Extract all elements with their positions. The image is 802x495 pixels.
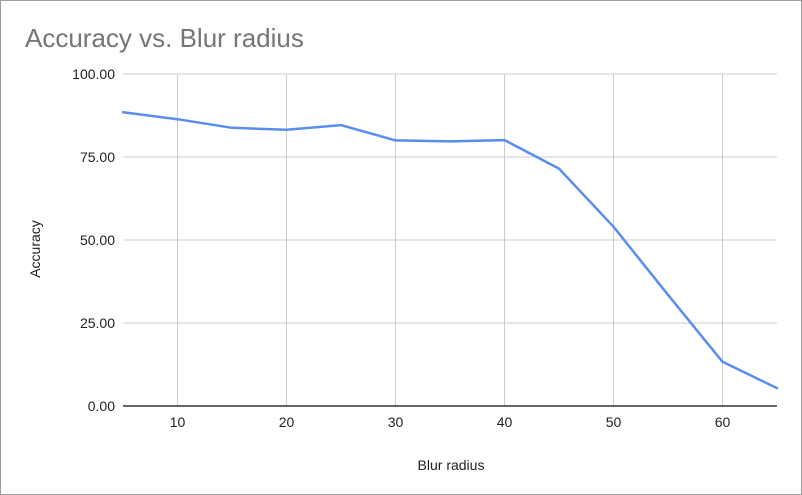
- horizontal-gridlines: [123, 73, 777, 324]
- x-tick-label: 40: [497, 414, 513, 430]
- x-tick-label: 50: [606, 414, 622, 430]
- chart-title: Accuracy vs. Blur radius: [25, 23, 304, 53]
- x-tick-label: 30: [388, 414, 404, 430]
- y-tick-label: 100.00: [72, 66, 115, 82]
- y-tick-labels: 0.00 25.00 50.00 75.00 100.00: [72, 66, 115, 414]
- x-axis-label: Blur radius: [418, 457, 485, 473]
- y-tick-label: 50.00: [80, 232, 115, 248]
- x-tick-label: 60: [715, 414, 731, 430]
- x-tick-label: 20: [279, 414, 295, 430]
- x-tick-labels: 10 20 30 40 50 60: [170, 414, 731, 430]
- y-axis-label: Accuracy: [27, 220, 43, 278]
- x-tick-label: 10: [170, 414, 186, 430]
- y-tick-label: 75.00: [80, 149, 115, 165]
- series-line: [121, 110, 779, 390]
- y-tick-label: 0.00: [88, 398, 115, 414]
- y-tick-label: 25.00: [80, 315, 115, 331]
